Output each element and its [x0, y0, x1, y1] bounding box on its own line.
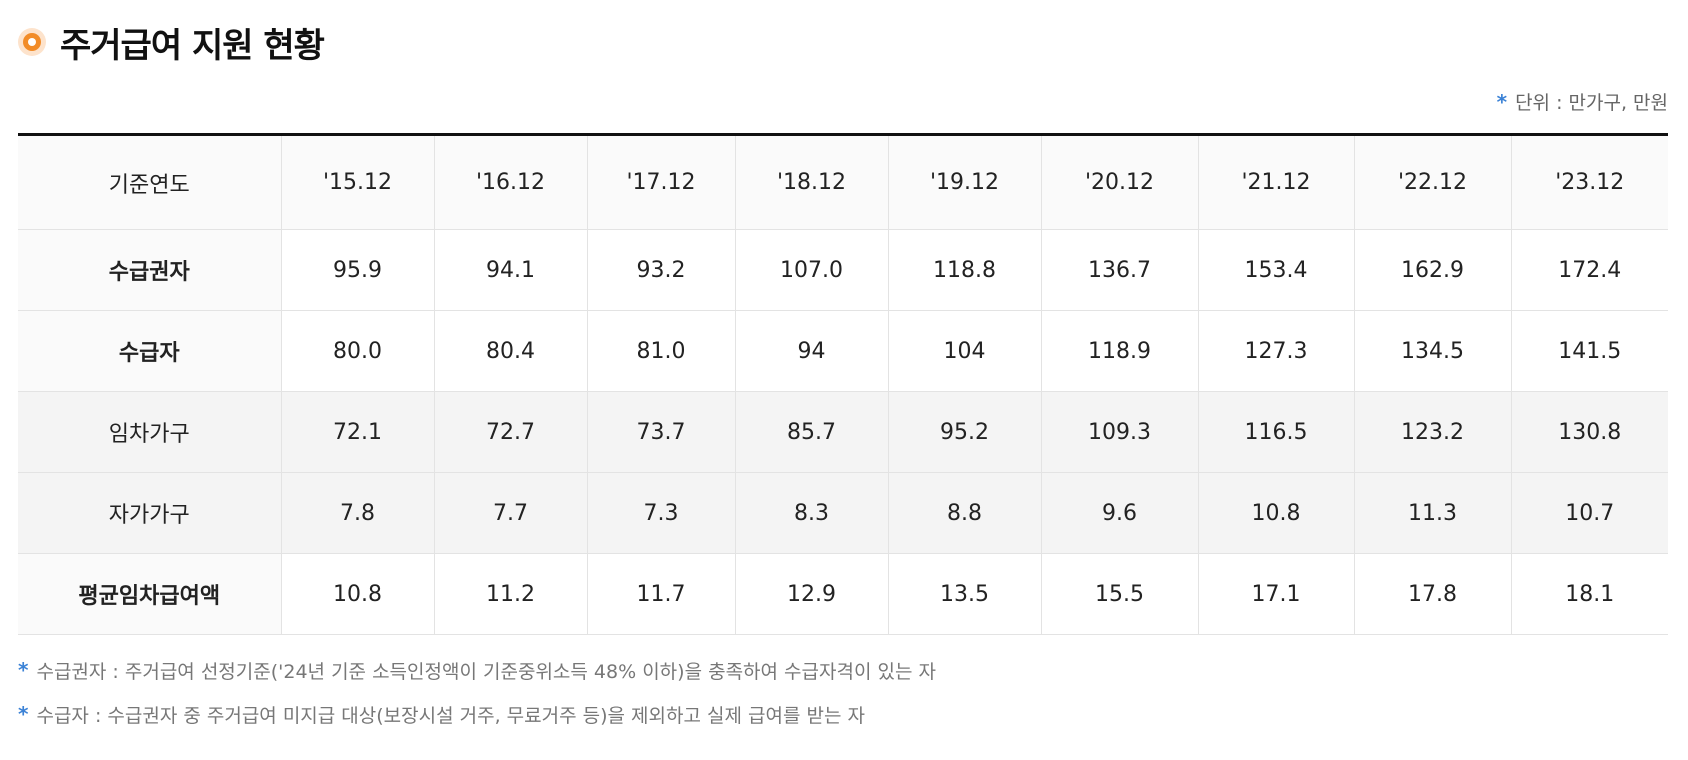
table-cell: 118.8 [887, 229, 1041, 311]
table-row: 임차가구 72.1 72.7 73.7 85.7 95.2 109.3 116.… [18, 391, 1668, 473]
footnote: * 수급권자 : 주거급여 선정기준('24년 기준 소득인정액이 기준중위소득… [18, 648, 936, 692]
table-cell: 10.8 [280, 553, 434, 635]
title-row: 주거급여 지원 현황 [18, 22, 325, 66]
unit-note-text: 단위 : 만가구, 만원 [1515, 92, 1668, 114]
table-cell: 93.2 [586, 229, 735, 311]
column-header: '21.12 [1197, 134, 1354, 230]
table-cell: 141.5 [1510, 310, 1668, 392]
table-cell: 130.8 [1510, 391, 1668, 473]
table-cell: 17.8 [1353, 553, 1511, 635]
table-cell: 7.3 [586, 472, 735, 554]
row-label: 임차가구 [18, 391, 281, 473]
table-cell: 85.7 [734, 391, 888, 473]
row-label: 수급권자 [18, 229, 281, 311]
column-header: '17.12 [586, 134, 735, 230]
table-row: 자가가구 7.8 7.7 7.3 8.3 8.8 9.6 10.8 11.3 1… [18, 472, 1668, 554]
table-cell: 17.1 [1197, 553, 1354, 635]
table-cell: 153.4 [1197, 229, 1354, 311]
table-cell: 80.0 [280, 310, 434, 392]
table-cell: 107.0 [734, 229, 888, 311]
footnote: * 수급자 : 수급권자 중 주거급여 미지급 대상(보장시설 거주, 무료거주… [18, 692, 936, 736]
asterisk-icon: * [18, 702, 29, 726]
table-cell: 72.7 [433, 391, 587, 473]
unit-note: * 단위 : 만가구, 만원 [1497, 88, 1668, 115]
table-cell: 81.0 [586, 310, 735, 392]
table-cell: 12.9 [734, 553, 888, 635]
table-cell: 95.9 [280, 229, 434, 311]
table-cell: 11.7 [586, 553, 735, 635]
table-cell: 127.3 [1197, 310, 1354, 392]
table-cell: 94 [734, 310, 888, 392]
column-header: '19.12 [887, 134, 1041, 230]
table-cell: 10.8 [1197, 472, 1354, 554]
row-label: 수급자 [18, 310, 281, 392]
title-bullet-icon [18, 28, 46, 56]
table-cell: 109.3 [1040, 391, 1198, 473]
table-cell: 134.5 [1353, 310, 1511, 392]
housing-benefit-table: 기준연도 '15.12 '16.12 '17.12 '18.12 '19.12 … [18, 133, 1668, 635]
table-cell: 104 [887, 310, 1041, 392]
table-cell: 8.8 [887, 472, 1041, 554]
column-header: '18.12 [734, 134, 888, 230]
column-header: '15.12 [280, 134, 434, 230]
footnote-text: 수급자 : 수급권자 중 주거급여 미지급 대상(보장시설 거주, 무료거주 등… [36, 704, 865, 727]
table-cell: 7.7 [433, 472, 587, 554]
table-cell: 136.7 [1040, 229, 1198, 311]
table-row: 평균임차급여액 10.8 11.2 11.7 12.9 13.5 15.5 17… [18, 553, 1668, 635]
table-cell: 11.2 [433, 553, 587, 635]
table-cell: 9.6 [1040, 472, 1198, 554]
table-header-row: 기준연도 '15.12 '16.12 '17.12 '18.12 '19.12 … [18, 134, 1668, 230]
table-cell: 95.2 [887, 391, 1041, 473]
table-cell: 162.9 [1353, 229, 1511, 311]
column-header: '23.12 [1510, 134, 1668, 230]
footnote-text: 수급권자 : 주거급여 선정기준('24년 기준 소득인정액이 기준중위소득 4… [36, 660, 936, 683]
table-cell: 118.9 [1040, 310, 1198, 392]
table-cell: 94.1 [433, 229, 587, 311]
table-cell: 15.5 [1040, 553, 1198, 635]
footnotes: * 수급권자 : 주거급여 선정기준('24년 기준 소득인정액이 기준중위소득… [18, 648, 936, 736]
column-header: '22.12 [1353, 134, 1511, 230]
asterisk-icon: * [1496, 89, 1508, 114]
column-header: '20.12 [1040, 134, 1198, 230]
row-label: 평균임차급여액 [18, 553, 281, 635]
table-row: 수급권자 95.9 94.1 93.2 107.0 118.8 136.7 15… [18, 229, 1668, 311]
table-cell: 116.5 [1197, 391, 1354, 473]
column-header: '16.12 [433, 134, 587, 230]
page-title: 주거급여 지원 현황 [60, 25, 325, 66]
table-cell: 18.1 [1510, 553, 1668, 635]
table-cell: 73.7 [586, 391, 735, 473]
table-cell: 10.7 [1510, 472, 1668, 554]
table-cell: 11.3 [1353, 472, 1511, 554]
table-cell: 72.1 [280, 391, 434, 473]
table-cell: 123.2 [1353, 391, 1511, 473]
table-cell: 80.4 [433, 310, 587, 392]
asterisk-icon: * [18, 658, 29, 682]
table-cell: 172.4 [1510, 229, 1668, 311]
column-header: 기준연도 [18, 134, 281, 230]
table-row: 수급자 80.0 80.4 81.0 94 104 118.9 127.3 13… [18, 310, 1668, 392]
table-cell: 13.5 [887, 553, 1041, 635]
table-cell: 7.8 [280, 472, 434, 554]
table-cell: 8.3 [734, 472, 888, 554]
row-label: 자가가구 [18, 472, 281, 554]
